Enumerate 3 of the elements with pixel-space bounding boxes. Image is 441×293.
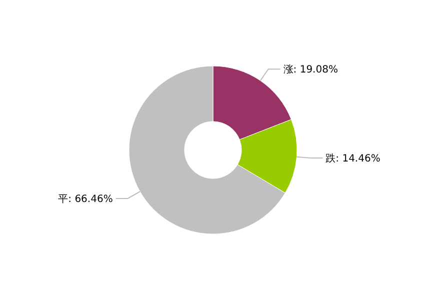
slice-label: 平: 66.46% — [58, 194, 113, 205]
slice-label: 跌: 14.46% — [326, 152, 380, 165]
slice-label: 涨: 19.08% — [283, 64, 338, 76]
